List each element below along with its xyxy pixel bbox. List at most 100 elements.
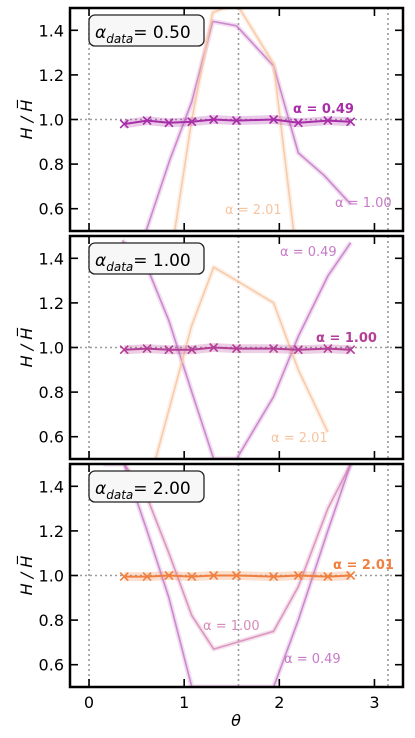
marker-stroke [323,116,333,126]
marker-stroke [187,117,197,127]
panel-label: αdata= 2.00 [95,479,191,502]
data-point-marker [346,345,356,355]
marker-stroke [231,344,242,354]
x-tick-label: 1 [179,693,189,712]
marker-stroke [346,117,356,127]
panel-alpha-data-0-50: α = 1.00 α = 2.01 α = 0.49 0.6 0.8 1.0 1.2 1.4 H… [17,6,405,233]
series-line [145,20,352,231]
marker-stroke [164,570,174,581]
data-point-marker [164,345,174,355]
marker-stroke [164,345,174,355]
panel-label-box [88,14,205,47]
data-point-marker [164,570,174,581]
y-tick-label: 1.0 [39,567,64,586]
y-tick-label: 1.2 [39,66,64,85]
marker-stroke [119,572,129,582]
marker-stroke [269,572,279,582]
x-tick-label: 3 [369,693,379,712]
marker-stroke [293,118,303,128]
marker-stroke [293,570,303,581]
data-point-marker [209,570,219,581]
y-axis-title: H / H̅ [17,555,36,595]
y-tick-label: 0.6 [39,200,64,219]
data-point-marker [293,570,303,581]
series-line [154,266,329,459]
y-tick-label: 1.0 [39,339,64,358]
data-point-marker [269,572,279,582]
series-line [124,346,351,351]
data-point-marker [187,572,197,582]
marker-stroke [209,342,219,353]
data-point-marker [209,342,219,353]
data-point-marker [209,114,219,125]
panel-label: αdata= 0.50 [95,23,191,46]
series-group [103,464,356,687]
series-label: α = 2.01 [225,203,282,218]
marker-stroke [187,572,197,582]
panel-label-box [88,242,205,275]
series-label: α = 1.00 [335,196,392,211]
data-point-marker [346,117,356,127]
x-axis-title: θ [231,711,241,730]
y-tick-label: 1.4 [39,477,64,496]
series-line [121,239,352,459]
y-tick-label: 0.6 [39,656,64,675]
panel-alpha-data-1-00: α = 0.49 α = 2.01 α = 1.00 0.6 0.8 1.0 1.2 1.4 H… [17,234,405,461]
series-label: α = 2.01 [333,558,394,573]
marker-stroke [323,572,333,582]
data-point-marker [293,345,303,355]
y-tick-label: 1.4 [39,21,64,40]
series-line [123,464,352,650]
series-group [119,238,356,459]
data-point-marker [119,572,129,582]
axes-frame [68,6,405,233]
marker-stroke [119,119,129,129]
marker-stroke [164,118,174,128]
series-line [173,8,295,231]
series-label: α = 1.00 [316,331,377,346]
data-point-marker [164,118,174,128]
series-label: α = 2.01 [271,431,328,446]
series-label: α = 0.49 [284,652,341,667]
marker-stroke [269,114,279,125]
marker-stroke [346,345,356,355]
marker-stroke [231,570,242,581]
data-point-marker [323,344,333,354]
marker-stroke [231,116,242,126]
marker-stroke [142,344,152,354]
y-axis-title: H / H̅ [17,99,36,139]
data-point-marker [187,345,197,355]
data-point-marker [231,344,242,354]
series-line [124,574,351,578]
panel-label: αdata= 1.00 [95,251,191,274]
y-tick-label: 0.8 [39,611,64,630]
data-point-marker [323,572,333,582]
marker-stroke [293,345,303,355]
marker-stroke [142,116,152,126]
data-point-marker [269,114,279,125]
panel-label-box [88,470,205,503]
data-point-marker [119,119,129,129]
y-tick-label: 1.2 [39,522,64,541]
y-axis-title: H / H̅ [17,327,36,367]
data-point-marker [323,116,333,126]
axes-frame [68,462,405,689]
data-point-marker [142,116,152,126]
data-point-marker [231,570,242,581]
data-point-marker [231,116,242,126]
series-group [119,8,356,231]
data-point-marker [187,117,197,127]
y-tick-label: 0.8 [39,383,64,402]
marker-stroke [187,345,197,355]
marker-stroke [119,345,129,355]
series-label: α = 0.49 [293,102,354,117]
series-label: α = 1.00 [203,619,260,634]
y-tick-label: 0.8 [39,155,64,174]
panel-alpha-data-2-00: α = 1.00 α = 0.49 α = 2.01 0.6 0.8 1.0 1.2 1.4 0… [17,462,405,712]
series-label: α = 0.49 [280,245,337,260]
data-point-marker [142,572,152,582]
y-tick-label: 1.4 [39,249,64,268]
marker-stroke [142,572,152,582]
marker-stroke [323,344,333,354]
y-tick-label: 1.0 [39,111,64,130]
